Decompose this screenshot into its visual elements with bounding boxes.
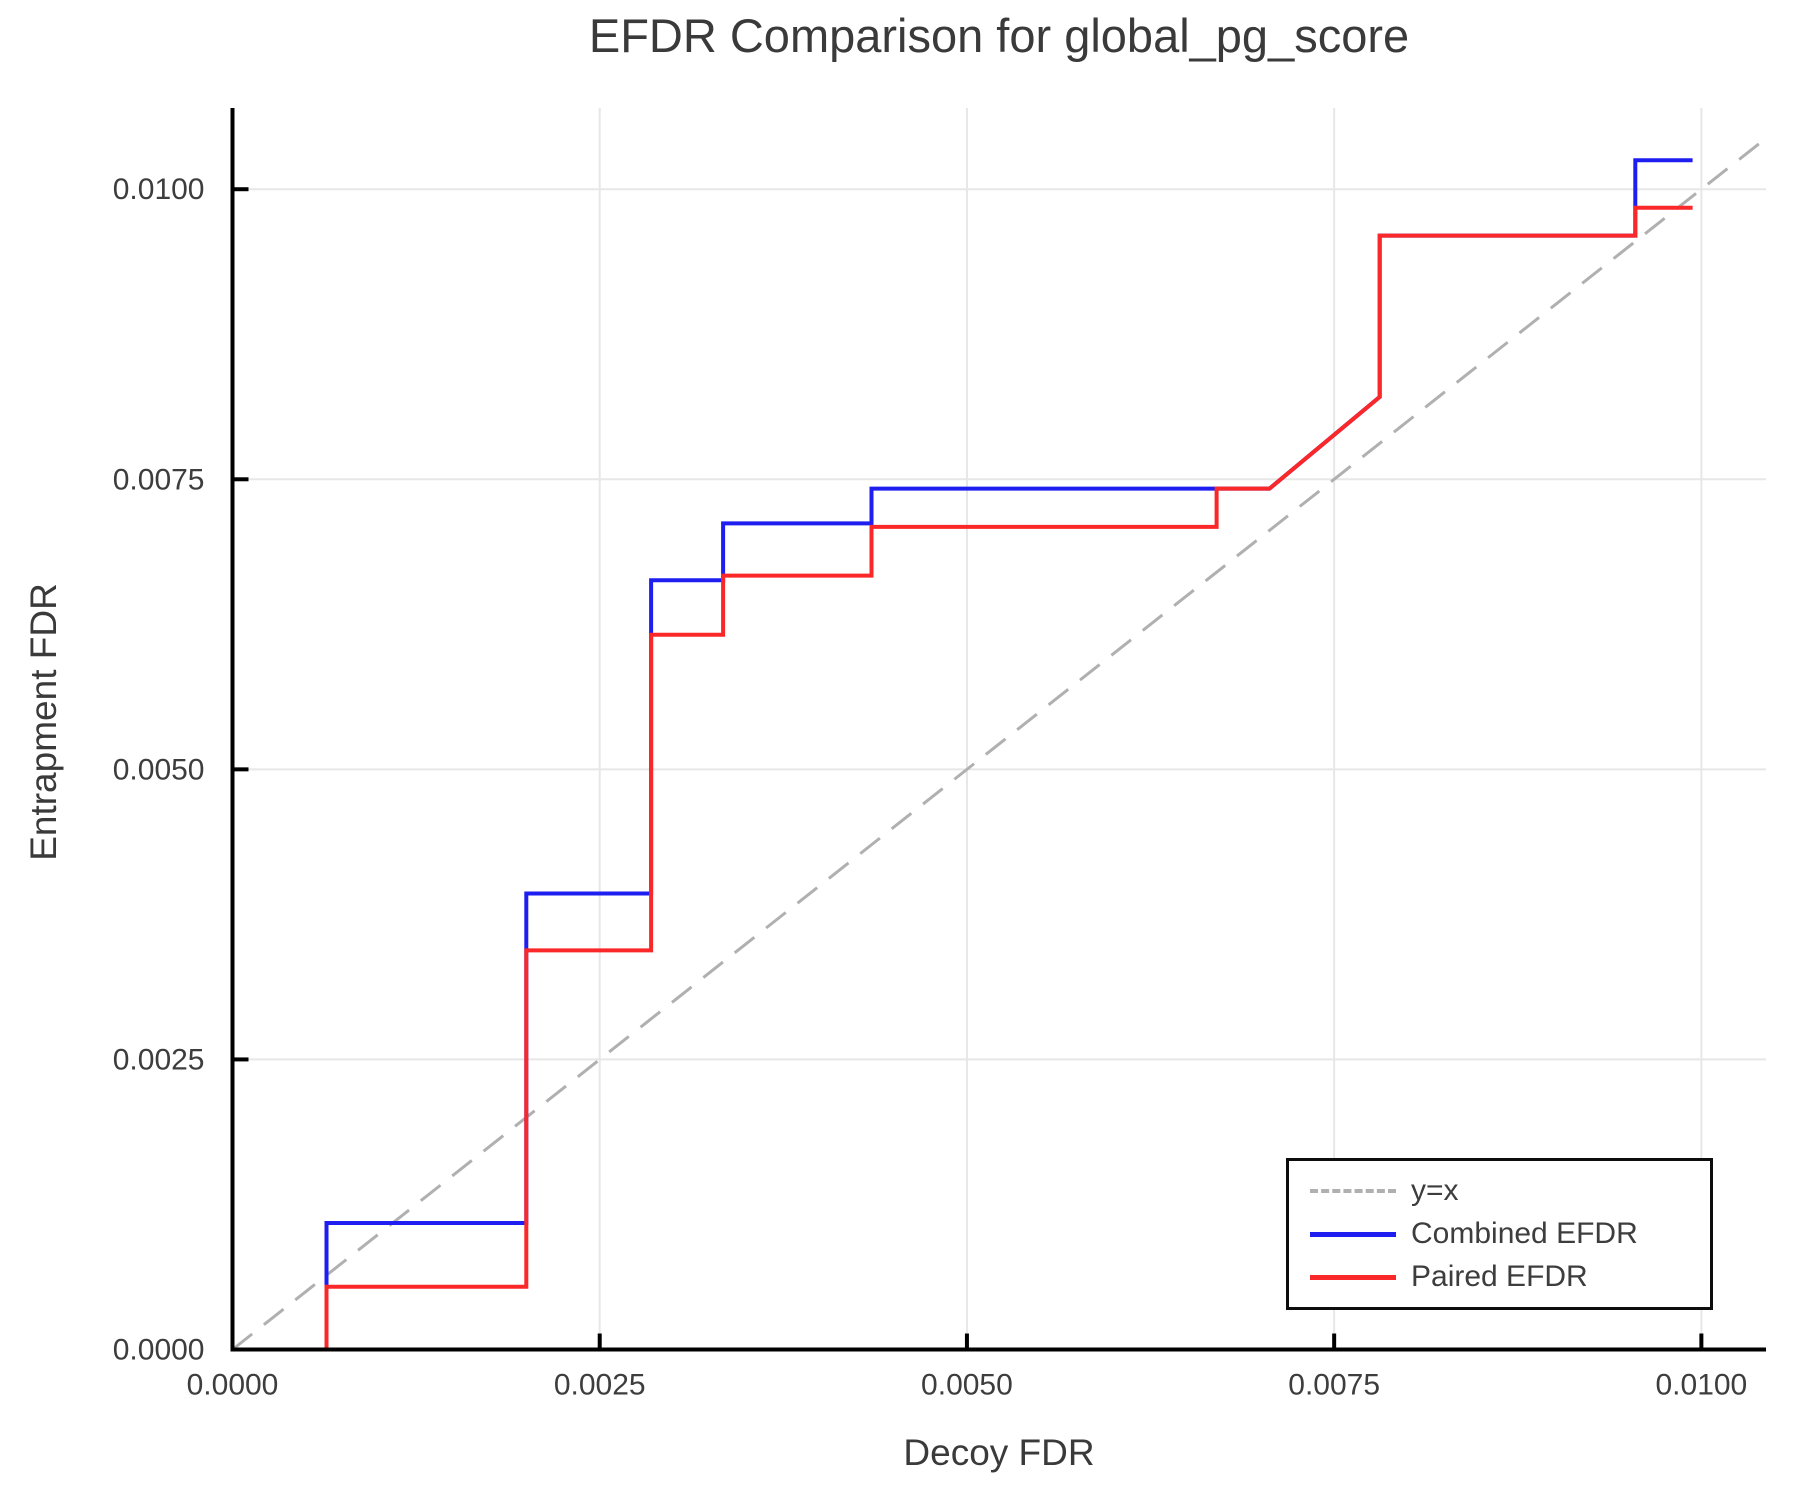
y-tick-label: 0.0025 — [113, 1043, 205, 1076]
legend-label: y=x — [1411, 1174, 1459, 1207]
y-tick-label: 0.0050 — [113, 753, 205, 786]
x-axis-label: Decoy FDR — [903, 1432, 1095, 1473]
legend-item-combined-efdr: Combined EFDR — [1310, 1217, 1710, 1251]
legend: y=x Combined EFDR Paired EFDR — [1286, 1158, 1713, 1310]
x-tick-label: 0.0100 — [1655, 1369, 1747, 1402]
x-tick-label: 0.0000 — [187, 1369, 279, 1402]
y-tick-label: 0.0000 — [113, 1334, 205, 1367]
x-tick-label: 0.0050 — [921, 1369, 1013, 1402]
legend-label: Paired EFDR — [1411, 1260, 1588, 1293]
chart-title: EFDR Comparison for global_pg_score — [588, 9, 1410, 62]
legend-item-y-x: y=x — [1310, 1174, 1710, 1208]
y-tick-label: 0.0100 — [113, 173, 205, 206]
y-tick-label: 0.0075 — [113, 463, 205, 496]
x-tick-label: 0.0075 — [1288, 1369, 1380, 1402]
y-axis-label: Entrapment FDR — [23, 583, 64, 861]
legend-label: Combined EFDR — [1411, 1217, 1638, 1250]
series-line-paired-efdr — [232, 205, 1693, 1352]
series-line-y-x — [231, 137, 1767, 1351]
legend-item-paired-efdr: Paired EFDR — [1310, 1260, 1710, 1294]
legend-line-sample — [1310, 1189, 1396, 1193]
legend-line-sample — [1310, 1231, 1396, 1237]
x-tick-label: 0.0025 — [554, 1369, 646, 1402]
legend-line-sample — [1310, 1274, 1396, 1280]
